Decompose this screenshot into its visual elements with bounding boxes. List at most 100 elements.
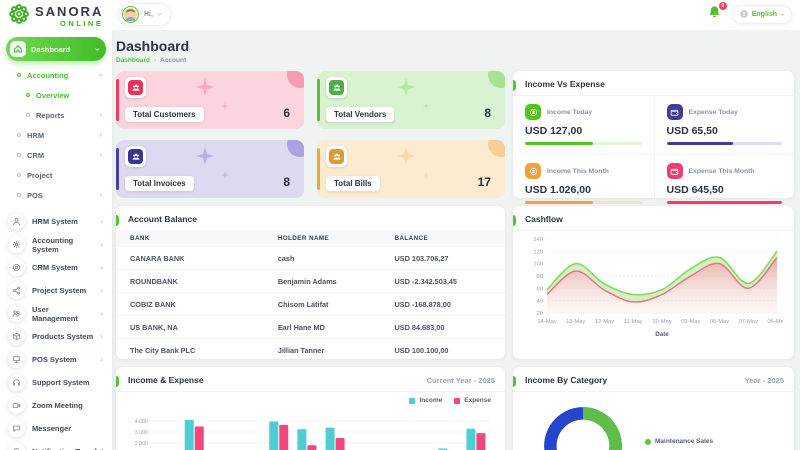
stat-card-total-bills[interactable]: Total Bills 17	[317, 140, 505, 198]
sidebar-item-pos[interactable]: POS ›	[0, 185, 112, 205]
table-cell: USD 103.706,27	[380, 247, 505, 270]
table-cell: US BANK, NA	[116, 315, 264, 339]
bullet-icon	[17, 193, 21, 197]
people-icon	[128, 149, 143, 164]
metric-label: Expense This Month	[688, 167, 755, 175]
sidebar-menu: Accounting › Overview Reports › HRM › CR…	[0, 65, 112, 205]
sidebar-item-products-system[interactable]: Products System ›	[0, 325, 112, 348]
home-icon	[10, 41, 26, 57]
income-legend-swatch	[409, 397, 416, 404]
stat-cards: Total Customers 6 Total Vendors 8 Total …	[116, 71, 505, 198]
stat-card-total-invoices[interactable]: Total Invoices 8	[116, 140, 304, 198]
bullet-icon	[17, 173, 21, 177]
chevron-right-icon: ›	[99, 190, 102, 199]
table-row: ROUNDBANK Benjamin Adams USD -2.342.503,45	[116, 269, 505, 293]
card-accent	[116, 215, 119, 226]
svg-text:08-May: 08-May	[710, 319, 729, 325]
table-cell: USD -2.342.503,45	[380, 269, 505, 293]
user-menu[interactable]: Hi, ›	[118, 3, 171, 26]
svg-text:11-May: 11-May	[624, 319, 643, 325]
wallet-icon	[666, 104, 683, 120]
sidebar-item-user-management[interactable]: User Management ›	[0, 302, 112, 325]
card-title: Income Vs Expense	[525, 79, 605, 89]
chevron-down-icon: ›	[96, 73, 106, 77]
income-expense-grid: Income Today USD 127,00 Expense Today US…	[513, 96, 794, 213]
metric-expense-today: Expense Today USD 65,50	[653, 96, 795, 154]
table-cell: cash	[263, 247, 381, 270]
sidebar-item-project-system[interactable]: Project System ›	[0, 279, 112, 302]
user-greeting: Hi,	[144, 11, 153, 18]
progress-fill	[525, 142, 593, 145]
people-icon	[128, 80, 143, 95]
breadcrumb-current: Account	[160, 57, 187, 64]
cashflow-card: Cashflow 140 120 100 80 60 40 20 14-May 13-May 1…	[513, 206, 794, 359]
brand-logo[interactable]: SANORA ONLINE	[8, 3, 103, 30]
card-title: Account Balance	[128, 214, 197, 224]
svg-text:40: 40	[537, 299, 543, 305]
sidebar-item-messenger[interactable]: Messenger	[0, 417, 112, 440]
chevron-right-icon: ›	[99, 110, 102, 119]
sidebar-item-hrm-system[interactable]: HRM System ›	[0, 210, 112, 233]
stat-card-total-vendors[interactable]: Total Vendors 8	[317, 71, 505, 129]
sidebar-item-accounting[interactable]: Accounting ›	[0, 65, 112, 85]
notifications-button[interactable]: 9	[707, 2, 727, 24]
sidebar-item-notification-template[interactable]: Notification Template	[0, 440, 112, 450]
sidebar-item-overview[interactable]: Overview	[0, 85, 112, 105]
cashflow-chart: 140 120 100 80 60 40 20 14-May 13-May 12-May 11-M…	[513, 231, 794, 348]
metric-value: USD 1.026,00	[525, 184, 591, 196]
stat-card-total-customers[interactable]: Total Customers 6	[116, 71, 304, 129]
svg-text:80: 80	[537, 274, 543, 280]
table-cell: USD 84.683,00	[380, 315, 505, 339]
sidebar-item-support-system[interactable]: Support System	[0, 371, 112, 394]
metric-value: USD 645,50	[666, 184, 724, 196]
metric-label: Income This Month	[547, 167, 609, 175]
svg-text:60: 60	[537, 286, 543, 292]
table-cell: COBIZ BANK	[116, 292, 264, 316]
sparkle-icon	[422, 166, 430, 179]
sidebar-item-zoom-meeting[interactable]: Zoom Meeting	[0, 394, 112, 417]
bullet-icon	[17, 133, 21, 137]
table-header: BANK HOLDER NAME BALANCE	[116, 230, 505, 247]
top-header: SANORA ONLINE Hi, › 9 English ›	[0, 0, 800, 30]
sidebar-item-label: Support System	[32, 378, 90, 387]
metric-label: Expense Today	[688, 108, 738, 116]
avatar	[122, 6, 139, 23]
svg-text:06-May: 06-May	[767, 319, 783, 325]
wallet-icon	[666, 163, 683, 179]
pos-icon	[8, 351, 25, 368]
breadcrumb-root[interactable]: Dashboard	[116, 57, 150, 64]
sidebar-item-crm[interactable]: CRM ›	[0, 145, 112, 165]
bell-icon	[709, 6, 720, 18]
sidebar-item-label: Products System	[32, 332, 94, 341]
stat-label: Total Vendors	[326, 107, 395, 122]
chevron-right-icon: ›	[99, 130, 102, 139]
sidebar-item-label: Accounting System	[32, 235, 74, 254]
income-by-category-donut	[535, 398, 631, 450]
sidebar-item-crm-system[interactable]: CRM System ›	[0, 256, 112, 279]
language-selector[interactable]: English ›	[731, 4, 792, 24]
sidebar-item-reports[interactable]: Reports ›	[0, 105, 112, 125]
legend-label: Income	[419, 397, 443, 404]
sidebar-item-project[interactable]: Project	[0, 165, 112, 185]
people-icon	[329, 80, 344, 95]
sidebar-item-pos-system[interactable]: POS System ›	[0, 348, 112, 371]
metric-income-today: Income Today USD 127,00	[513, 96, 654, 154]
sidebar-item-accounting-system[interactable]: Accounting System ›	[0, 233, 112, 256]
corner-decoration	[488, 71, 505, 88]
bell-icon	[8, 443, 25, 450]
expense-legend-swatch	[454, 397, 461, 404]
svg-text:2.000: 2.000	[135, 441, 148, 447]
video-icon	[8, 397, 25, 414]
people-icon	[329, 149, 344, 164]
sidebar-item-dashboard[interactable]: Dashboard ›	[6, 37, 106, 61]
sparkle-icon	[195, 77, 215, 97]
sparkle-icon	[396, 77, 416, 97]
sparkle-icon	[221, 166, 229, 179]
sidebar-item-hrm[interactable]: HRM ›	[0, 125, 112, 145]
donut-legend: Maintenance Sales Product Sales	[645, 438, 713, 450]
progress-fill	[525, 201, 593, 204]
card-accent	[513, 376, 516, 387]
column-header: BANK	[116, 230, 264, 247]
progress-track	[666, 142, 782, 145]
account-balance-card: Account Balance BANK HOLDER NAME BALANCE C…	[116, 206, 505, 359]
